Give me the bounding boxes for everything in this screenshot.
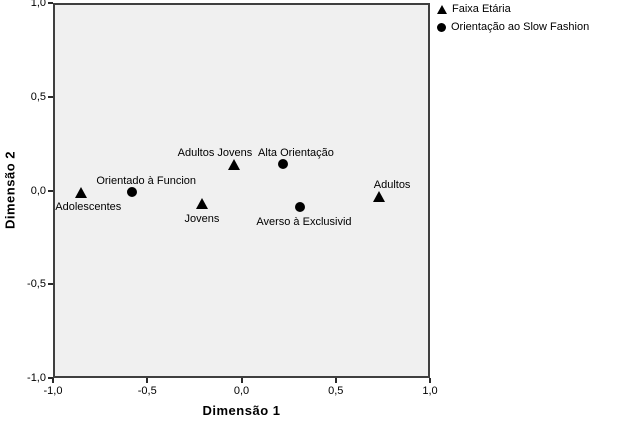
x-axis-tick-label: -1,0 [43, 385, 63, 397]
legend-item-label: Faixa Etária [452, 3, 511, 15]
legend-circle-icon [437, 22, 446, 32]
x-axis-tick-label: 1,0 [422, 385, 438, 397]
legend-item: Faixa Etária [437, 3, 589, 15]
legend: Faixa Etária Orientação ao Slow Fashion [437, 3, 589, 39]
legend-item-label: Orientação ao Slow Fashion [451, 21, 590, 33]
legend-triangle-icon [437, 4, 447, 14]
legend-item: Orientação ao Slow Fashion [437, 21, 589, 33]
x-axis-tick-label: 0,0 [233, 385, 250, 397]
x-axis-tick-label: -0,5 [137, 385, 157, 397]
x-axis-tick [240, 378, 243, 383]
x-axis-tick [146, 378, 149, 383]
plot-area [53, 3, 430, 378]
x-axis-tick-label: 0,5 [328, 385, 344, 397]
x-axis-tick [334, 378, 337, 383]
y-axis-title: Dimensão 2 [2, 151, 18, 230]
x-axis-tick [429, 378, 431, 383]
x-axis-tick [52, 378, 54, 383]
x-axis-title: Dimensão 1 [202, 403, 281, 418]
